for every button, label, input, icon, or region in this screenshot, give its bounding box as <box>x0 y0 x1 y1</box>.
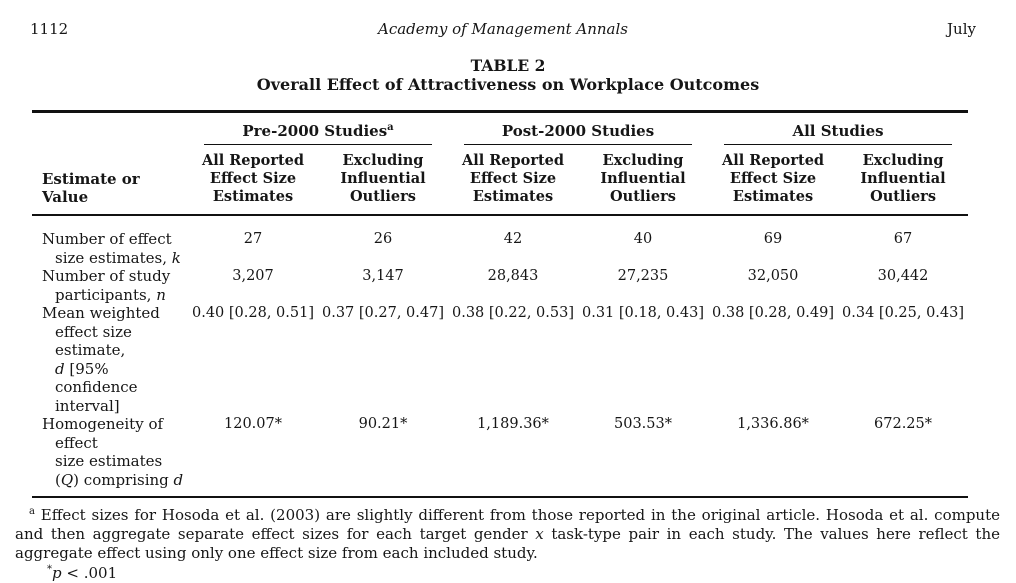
value-cell: 1,189.36* <box>477 416 549 432</box>
value-cell: 0.38 [0.28, 0.49] <box>712 305 835 321</box>
table-caption: TABLE 2 Overall Effect of Attractiveness… <box>0 56 1016 95</box>
value-cell: 0.38 [0.22, 0.53] <box>452 305 574 321</box>
row-label: Number of effect size estimates, k <box>42 230 181 267</box>
value-cell: 69 <box>763 231 783 247</box>
running-head: 1112 Academy of Management Annals July <box>30 20 976 39</box>
value-cell: 0.40 [0.28, 0.51] <box>192 305 314 321</box>
value-cell: 3,147 <box>362 268 404 284</box>
journal-title: Academy of Management Annals <box>377 20 628 38</box>
value-cell: 90.21* <box>358 416 408 432</box>
value-cell: 0.37 [0.27, 0.47] <box>322 305 444 321</box>
value-cell: 503.53* <box>614 416 672 432</box>
column-header: Excluding Influential Outliers <box>600 152 686 205</box>
value-cell: 27 <box>243 231 263 247</box>
value-cell: 0.34 [0.25, 0.43] <box>842 305 965 321</box>
page-number: 1112 <box>30 20 69 38</box>
value-cell: 0.31 [0.18, 0.43] <box>582 305 704 321</box>
column-header: All Reported Effect Size Estimates <box>201 152 305 205</box>
table-row: Number of study participants, n 3,207 3,1… <box>32 267 968 304</box>
table-row: Number of effect size estimates, k 27 26 … <box>32 215 968 267</box>
value-cell: 28,843 <box>487 268 539 284</box>
column-header: Excluding Influential Outliers <box>340 152 426 205</box>
value-cell: 30,442 <box>877 268 929 284</box>
issue-month: July <box>947 20 976 38</box>
significance-note: *p < .001 <box>47 564 118 582</box>
value-cell: 3,207 <box>232 268 274 284</box>
results-table: Pre-2000 Studiesa Post-2000 Studies All … <box>32 110 969 498</box>
value-cell: 26 <box>373 231 393 247</box>
value-cell: 32,050 <box>747 268 799 284</box>
value-cell: 67 <box>893 231 913 247</box>
column-header-row: Estimate or Value All Reported Effect Si… <box>32 145 968 215</box>
value-cell: 672.25* <box>874 416 933 432</box>
group-header-spacer <box>32 112 188 146</box>
column-header: Excluding Influential Outliers <box>860 152 946 205</box>
value-cell: 40 <box>633 231 653 247</box>
group-header-post-2000: Post-2000 Studies <box>448 112 708 145</box>
group-header-all-studies: All Studies <box>708 112 968 145</box>
corner-header: Estimate or Value <box>42 170 140 206</box>
row-label: Homogeneity of effect size estimates (Q) c… <box>42 415 184 489</box>
group-header-pre-2000: Pre-2000 Studiesa <box>188 112 448 145</box>
table-number-label: TABLE 2 <box>470 56 546 75</box>
value-cell: 120.07* <box>224 416 282 432</box>
row-label: Number of study participants, n <box>42 267 171 304</box>
table-row: Homogeneity of effect size estimates (Q) c… <box>32 415 968 497</box>
group-header-row: Pre-2000 Studiesa Post-2000 Studies All … <box>32 112 968 146</box>
value-cell: 42 <box>503 231 523 247</box>
table-footnote-a: a Effect sizes for Hosoda et al. (2003) … <box>15 506 1000 562</box>
table-row: Mean weighted effect size estimate, d [95%… <box>32 304 968 415</box>
value-cell: 27,235 <box>617 268 669 284</box>
table-title: Overall Effect of Attractiveness on Work… <box>256 75 760 94</box>
row-label: Mean weighted effect size estimate, d [95%… <box>42 304 160 415</box>
column-header: All Reported Effect Size Estimates <box>721 152 825 205</box>
value-cell: 1,336.86* <box>737 416 809 432</box>
column-header: All Reported Effect Size Estimates <box>461 152 565 205</box>
